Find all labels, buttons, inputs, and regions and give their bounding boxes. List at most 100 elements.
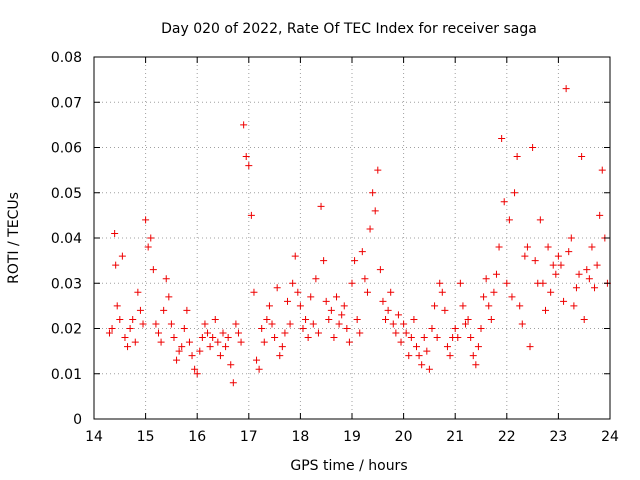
data-point [397,338,405,346]
data-point [201,320,209,328]
data-point [289,279,297,287]
data-point [451,325,459,332]
data-point [167,320,175,328]
data-point [539,279,547,287]
data-point [276,352,284,360]
data-point [358,248,366,256]
data-point [224,334,232,342]
data-point [325,315,333,323]
data-point [508,293,516,301]
data-point [443,343,451,351]
data-point [560,297,568,305]
data-point [160,306,168,314]
data-point [144,243,152,251]
data-point [557,261,565,269]
chart-title: Day 020 of 2022, Rate Of TEC Index for r… [161,21,537,37]
data-point [482,275,490,283]
data-point [105,329,113,337]
data-point [113,302,121,310]
data-point [263,315,271,323]
x-tick-label: 24 [601,429,619,445]
data-point [302,315,310,323]
data-point [250,288,258,296]
data-point [209,334,217,342]
data-point [268,320,276,328]
data-point [441,306,449,314]
data-point [585,275,593,283]
data-point [265,302,273,310]
data-point [369,189,377,197]
y-tick-label: 0.06 [51,141,82,157]
data-point [198,334,206,342]
data-point [232,320,240,328]
data-point [219,329,227,337]
data-point [531,257,539,265]
series-roti [105,85,611,387]
data-point [211,315,219,323]
data-point [477,325,485,332]
data-point [173,356,181,364]
data-point [291,252,299,260]
data-point [165,293,173,301]
y-tick-label: 0.05 [51,186,82,202]
data-point [180,325,188,332]
data-point [340,302,348,310]
data-point [523,243,531,251]
data-point [116,315,124,323]
data-point [572,284,580,292]
data-point [314,329,322,337]
data-point [596,211,604,219]
data-point [214,338,222,346]
data-point [490,288,498,296]
data-point [361,275,369,283]
x-tick-label: 21 [446,429,464,445]
data-point [273,284,281,292]
y-tick-label: 0.08 [51,50,82,66]
data-point [425,365,433,373]
data-point [400,320,408,328]
data-point [142,216,150,224]
data-point [330,334,338,342]
data-point [420,334,428,342]
data-point [379,297,387,305]
data-point [529,144,537,151]
data-point [188,352,196,360]
data-point [320,257,328,265]
data-point [415,352,423,360]
x-axis-label: GPS time / hours [290,458,407,474]
data-point [333,293,341,301]
data-point [157,338,165,346]
y-tick-label: 0.01 [51,367,82,383]
data-point [389,320,397,328]
data-point [405,352,413,360]
data-point [343,325,351,332]
data-point [278,343,286,351]
data-point [237,338,245,346]
data-point [258,325,266,332]
data-point [247,211,255,219]
data-point [487,315,495,323]
data-point [376,266,384,274]
y-tick-label: 0.03 [51,276,82,292]
data-point [281,329,289,337]
data-point [384,306,392,314]
data-point [382,315,390,323]
grid [94,57,610,419]
data-point [433,334,441,342]
data-point [131,338,139,346]
data-point [554,252,562,260]
data-point [498,134,506,142]
y-tick-label: 0.07 [51,95,82,111]
data-point [286,320,294,328]
data-point [317,202,325,210]
data-point [185,338,193,346]
data-point [366,225,374,233]
data-point [139,320,147,328]
data-point [284,297,291,305]
data-point [521,252,529,260]
data-point [459,302,467,310]
x-tick-label: 18 [291,429,309,445]
data-point [155,329,162,337]
data-point [578,153,586,161]
x-tick-label: 20 [395,429,413,445]
